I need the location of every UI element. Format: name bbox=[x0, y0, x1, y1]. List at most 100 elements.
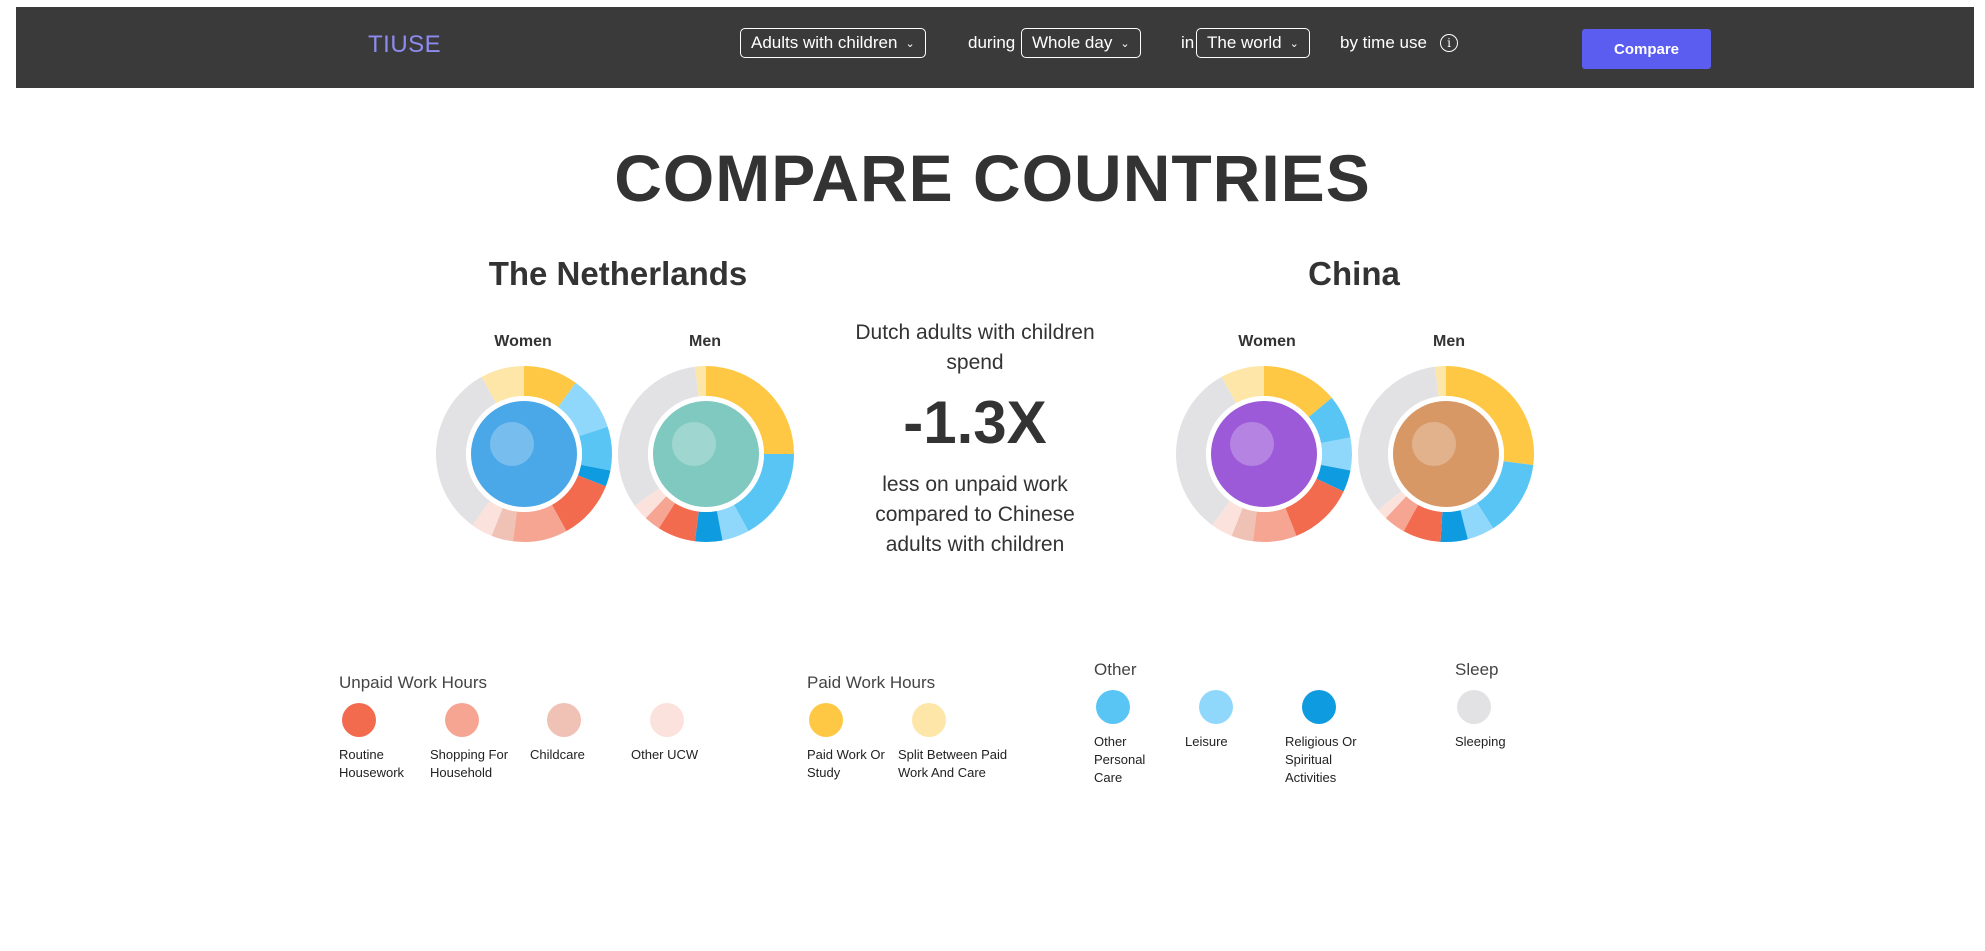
donut-segment[interactable] bbox=[1285, 478, 1344, 536]
donut-segment[interactable] bbox=[1252, 507, 1297, 542]
region-select[interactable]: The world ⌄ bbox=[1196, 28, 1310, 58]
illustration-highlight bbox=[672, 422, 716, 466]
legend-label-paid-work: Paid Work Or Study bbox=[807, 747, 885, 780]
illustration-image bbox=[471, 401, 577, 507]
chevron-down-icon: ⌄ bbox=[1120, 37, 1130, 50]
donut-segment[interactable] bbox=[694, 366, 706, 397]
in-label: in bbox=[1181, 33, 1195, 52]
comparison-outro: less on unpaid work compared to Chinese … bbox=[875, 473, 1075, 556]
legend-label-shopping: Shopping For Household bbox=[430, 747, 509, 780]
donut-segment[interactable] bbox=[1221, 366, 1264, 404]
compare-button[interactable]: Compare bbox=[1582, 29, 1711, 69]
donut-segment[interactable] bbox=[1477, 461, 1534, 529]
legend-label-other-personal-care: Other Personal Care bbox=[1094, 734, 1146, 785]
donut-segment[interactable] bbox=[551, 475, 606, 532]
donut-segment[interactable] bbox=[1385, 496, 1419, 532]
illustration-image bbox=[653, 401, 759, 507]
group-select[interactable]: Adults with children ⌄ bbox=[740, 28, 926, 58]
comparison-intro: Dutch adults with children spend bbox=[855, 321, 1095, 374]
donut-segment[interactable] bbox=[658, 502, 699, 542]
period-select-value: Whole day bbox=[1032, 33, 1113, 52]
donut-segment[interactable] bbox=[577, 464, 611, 487]
legend-dot-childcare bbox=[547, 703, 581, 737]
legend-dot-shopping bbox=[445, 703, 479, 737]
chevron-down-icon: ⌄ bbox=[905, 37, 915, 50]
legend-dot-routine-housework bbox=[342, 703, 376, 737]
donut-segment[interactable] bbox=[1316, 464, 1351, 492]
legend-label-leisure: Leisure bbox=[1185, 734, 1228, 749]
info-icon[interactable]: i bbox=[1440, 34, 1458, 52]
legend-label-religious: Religious Or Spiritual Activities bbox=[1285, 734, 1357, 785]
donut-segment[interactable] bbox=[579, 426, 612, 471]
legend-heading-paid: Paid Work Hours bbox=[807, 673, 936, 692]
country-title-china: China bbox=[1308, 255, 1400, 292]
donut-segment[interactable] bbox=[472, 500, 503, 536]
legend-label-sleeping: Sleeping bbox=[1455, 734, 1506, 749]
illustration-highlight bbox=[490, 422, 534, 466]
legend-heading-sleep: Sleep bbox=[1455, 660, 1499, 679]
donut-nl-men[interactable] bbox=[617, 365, 795, 543]
logo[interactable]: TIUSE bbox=[368, 31, 442, 58]
illustration-highlight bbox=[1230, 422, 1274, 466]
legend-dot-split-paid-care bbox=[912, 703, 946, 737]
donut-segment[interactable] bbox=[491, 507, 517, 542]
donut-segment[interactable] bbox=[1440, 510, 1468, 542]
legend-label-routine-housework: Routine Housework bbox=[339, 747, 405, 780]
by-time-use-label: by time use bbox=[1340, 33, 1427, 52]
illustration-image bbox=[1211, 401, 1317, 507]
donut-segment[interactable] bbox=[481, 366, 524, 404]
donut-segment[interactable] bbox=[1231, 507, 1257, 542]
during-label: during bbox=[968, 33, 1016, 52]
donut-cn-men[interactable] bbox=[1357, 365, 1535, 543]
comparison-value: -1.3X bbox=[903, 389, 1047, 456]
legend-heading-other: Other bbox=[1094, 660, 1137, 679]
legend-heading-unpaid: Unpaid Work Hours bbox=[339, 673, 488, 692]
donut-segment[interactable] bbox=[1308, 397, 1351, 444]
donut-segment[interactable] bbox=[1403, 504, 1443, 542]
donut-segment[interactable] bbox=[694, 510, 723, 542]
donut-segment[interactable] bbox=[1358, 366, 1439, 511]
period-select[interactable]: Whole day ⌄ bbox=[1021, 28, 1141, 58]
donut-segment[interactable] bbox=[716, 504, 749, 541]
legend-dot-leisure bbox=[1199, 690, 1233, 724]
legend-dot-religious bbox=[1302, 690, 1336, 724]
chevron-down-icon: ⌄ bbox=[1289, 37, 1299, 50]
illustration-highlight bbox=[1412, 422, 1456, 466]
donut-segment[interactable] bbox=[512, 504, 567, 542]
region-select-value: The world bbox=[1207, 33, 1282, 52]
donut-segment[interactable] bbox=[524, 366, 576, 408]
legend-label-other-ucw: Other UCW bbox=[631, 747, 699, 762]
donut-segment[interactable] bbox=[1460, 502, 1494, 540]
donut-segment[interactable] bbox=[1446, 366, 1534, 466]
men-label: Men bbox=[1433, 333, 1465, 350]
donut-cn-women[interactable] bbox=[1175, 365, 1353, 543]
legend-label-childcare: Childcare bbox=[530, 747, 585, 762]
donut-segment[interactable] bbox=[1378, 490, 1407, 519]
donut-segment[interactable] bbox=[1264, 366, 1332, 418]
legend-label-split-paid-care: Split Between Paid Work And Care bbox=[898, 747, 1008, 780]
men-label: Men bbox=[689, 333, 721, 350]
illustration-image bbox=[1393, 401, 1499, 507]
donut-segment[interactable] bbox=[1176, 376, 1237, 526]
donut-segment[interactable] bbox=[1212, 500, 1243, 536]
donut-nl-women[interactable] bbox=[435, 365, 613, 543]
country-title-netherlands: The Netherlands bbox=[488, 255, 748, 292]
donut-segment[interactable] bbox=[706, 366, 794, 454]
group-select-value: Adults with children bbox=[751, 33, 898, 52]
legend-dot-sleeping bbox=[1457, 690, 1491, 724]
donut-segment[interactable] bbox=[733, 454, 794, 532]
donut-segment[interactable] bbox=[645, 496, 675, 529]
page-title: COMPARE COUNTRIES bbox=[614, 141, 1371, 215]
comparison-summary: Dutch adults with children spend -1.3X l… bbox=[850, 318, 1100, 560]
donut-segment[interactable] bbox=[1434, 366, 1446, 397]
donut-segment[interactable] bbox=[1320, 437, 1352, 471]
donut-segment[interactable] bbox=[558, 382, 608, 437]
women-label: Women bbox=[494, 333, 552, 350]
donut-segment[interactable] bbox=[618, 366, 699, 506]
women-label: Women bbox=[1238, 333, 1296, 350]
donut-segment[interactable] bbox=[436, 376, 497, 526]
donut-segment[interactable] bbox=[634, 488, 667, 519]
legend-dot-other-ucw bbox=[650, 703, 684, 737]
legend-dot-other-personal-care bbox=[1096, 690, 1130, 724]
top-navigation-bar: TIUSE Adults with children ⌄ during Whol… bbox=[16, 7, 1974, 88]
